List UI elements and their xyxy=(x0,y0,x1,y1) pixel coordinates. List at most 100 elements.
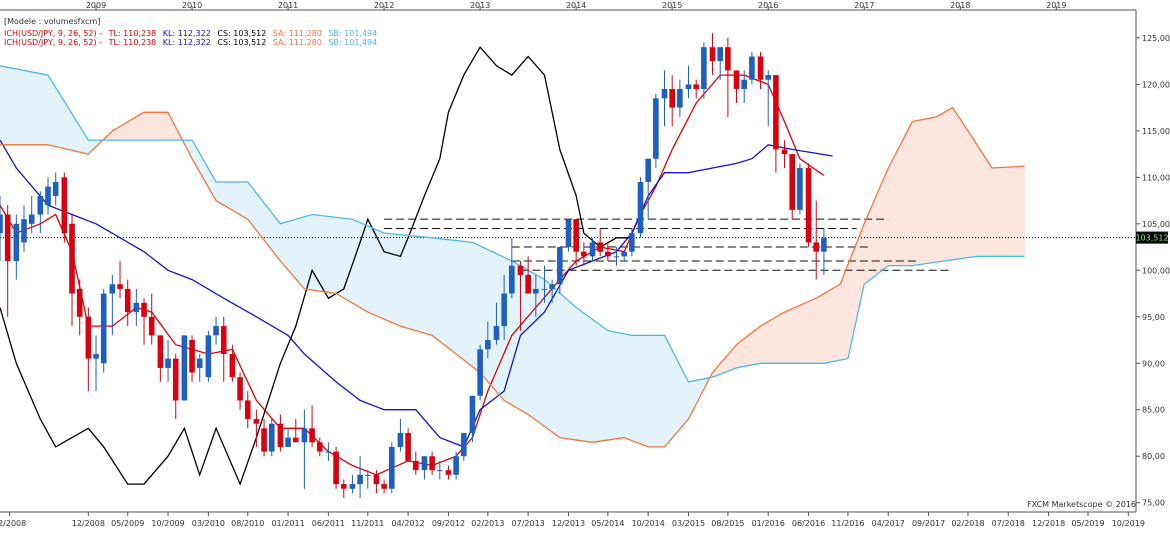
candle-bear xyxy=(573,219,579,252)
series-sb xyxy=(0,65,1025,383)
bottom-date-label: 10/2019 xyxy=(1112,519,1145,528)
candle-bull xyxy=(541,288,548,290)
candle-bull xyxy=(533,288,539,294)
top-year-label: 2017 xyxy=(854,1,874,10)
bottom-date-label: 04/2012 xyxy=(391,519,424,528)
candle-bull xyxy=(621,251,627,257)
candle-bear xyxy=(429,456,435,471)
candle-bull xyxy=(637,181,644,234)
candle-bear xyxy=(805,168,812,243)
bottom-date-label: 08/2010 xyxy=(231,519,264,528)
candle-bear xyxy=(237,377,243,401)
candle-bull xyxy=(629,233,635,252)
candle-bull xyxy=(357,474,363,485)
candle-bear xyxy=(157,335,164,368)
legend-2-tl: TL: 110,238 xyxy=(108,38,157,47)
y-tick-label: 120,00 xyxy=(1142,80,1170,89)
candle-bear xyxy=(781,149,788,155)
legend-1-tl: TL: 110,238 xyxy=(108,29,157,38)
candle-bear xyxy=(725,47,731,71)
y-tick-label: 95,00 xyxy=(1142,313,1165,322)
top-year-label: 2019 xyxy=(1046,1,1066,10)
candle-bull xyxy=(205,335,212,378)
candle-bull xyxy=(485,340,491,350)
candle-bull xyxy=(613,256,620,258)
candle-bull xyxy=(821,237,827,252)
dashed-levels xyxy=(384,218,953,271)
candle-bull xyxy=(557,247,563,285)
top-year-label: 2010 xyxy=(182,1,202,10)
legend-1-kl: KL: 112,322 xyxy=(163,29,211,38)
candle-bear xyxy=(525,274,531,294)
candle-bear xyxy=(517,265,524,275)
candle-bear xyxy=(605,251,611,257)
bottom-date-label: 11/2011 xyxy=(351,519,384,528)
candle-bull xyxy=(493,326,500,341)
bottom-date-label: 02/2018 xyxy=(951,519,984,528)
candle-bear xyxy=(244,400,251,420)
candle-bull xyxy=(461,432,467,457)
candle-bear xyxy=(309,428,315,443)
top-year-label: 2011 xyxy=(278,1,298,10)
candle-bull xyxy=(181,335,188,401)
y-tick-label: 85,00 xyxy=(1142,406,1165,415)
bottom-date-label: 06/2016 xyxy=(792,519,825,528)
top-year-label: 2015 xyxy=(662,1,682,10)
candle-bull xyxy=(109,284,116,294)
candle-bull xyxy=(717,47,724,62)
legend-1-cs: CS: 103,512 xyxy=(217,29,266,38)
candle-bear xyxy=(124,288,131,313)
candle-bear xyxy=(85,316,92,359)
candle-bull xyxy=(677,89,683,108)
candle-bull xyxy=(685,84,692,90)
y-tick-label: 80,00 xyxy=(1142,452,1165,461)
series-cs xyxy=(0,46,632,486)
bottom-date-label: 05/2014 xyxy=(591,519,624,528)
bottom-date-label: 03/2010 xyxy=(192,519,225,528)
legend-2-name: ICH(USD/JPY, 9, 26, 52) - xyxy=(4,38,102,47)
candle-bull xyxy=(749,56,755,80)
candle-bull xyxy=(701,47,707,90)
y-tick-label: 100,00 xyxy=(1142,266,1170,275)
price-label: 103,512 xyxy=(1135,234,1168,243)
candle-bull xyxy=(469,395,476,433)
candle-bull xyxy=(0,214,3,234)
candle-bear xyxy=(597,242,603,252)
cloud-slice xyxy=(1023,165,1025,257)
candle-bull xyxy=(645,158,651,182)
bottom-date-label: 10/2014 xyxy=(632,519,665,528)
legend-2-sb: SB: 101,494 xyxy=(328,38,377,47)
bottom-date-label: 09/2012 xyxy=(432,519,465,528)
candle-bull xyxy=(133,302,140,313)
candle-bear xyxy=(189,340,195,373)
candle-bear xyxy=(445,470,452,475)
y-tick-label: 125,00 xyxy=(1142,34,1170,43)
candle-bull xyxy=(589,242,596,257)
legend-1-sb: SB: 101,494 xyxy=(328,29,377,38)
bottom-date-label: 01/2016 xyxy=(752,519,785,528)
watermark: FXCM Marketscope © 2016 xyxy=(1027,500,1136,509)
candle-bear xyxy=(316,442,323,452)
candle-bear xyxy=(277,423,284,447)
candle-bear xyxy=(693,84,699,90)
candle-bull xyxy=(213,326,219,336)
candle-bear xyxy=(813,242,820,252)
candle-bear xyxy=(117,284,123,289)
candle-bull xyxy=(549,284,555,289)
candle-bull xyxy=(741,79,748,90)
candle-bear xyxy=(733,70,740,90)
candle-bear xyxy=(709,47,716,62)
candle-bull xyxy=(501,293,507,327)
model-label: [Modele : volumesfxcm] xyxy=(4,17,100,26)
candle-bear xyxy=(172,358,179,401)
candle-bull xyxy=(797,168,803,210)
candle-bull xyxy=(653,98,659,159)
top-year-label: 2018 xyxy=(950,1,970,10)
candle-bear xyxy=(261,428,267,452)
candle-bull xyxy=(93,353,99,359)
price-box xyxy=(1136,231,1168,244)
candle-bull xyxy=(421,456,428,471)
candle-bull xyxy=(45,186,51,206)
